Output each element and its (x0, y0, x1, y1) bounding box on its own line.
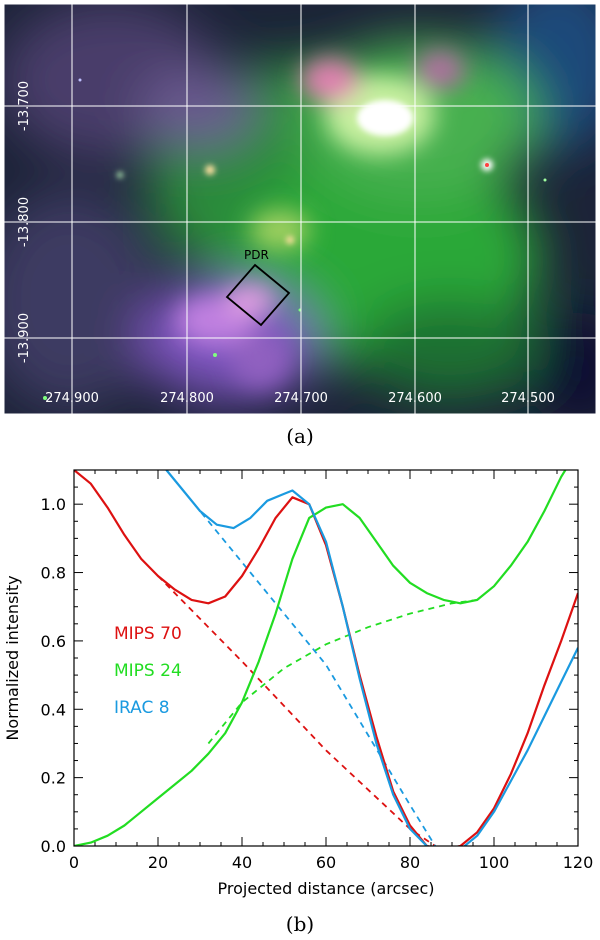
ra-tick-label: 274.900 (45, 391, 99, 406)
panel-a-label: (a) (286, 424, 314, 448)
legend-mips24: MIPS 24 (114, 661, 182, 681)
intensity-profile-chart: 0 20 40 60 80 100 120 0.0 0.2 0.4 0.6 0.8 1.0 MIPS 7… (3, 469, 594, 898)
dec-tick-label: -13.900 (17, 313, 32, 363)
ra-tick-label: 274.600 (388, 391, 442, 406)
x-tick-label: 80 (400, 853, 420, 872)
y-tick-label: 0.0 (41, 837, 66, 856)
dec-tick-label: -13.700 (17, 81, 32, 131)
series-line-irac-8-baseline (165, 470, 436, 846)
x-tick-label: 100 (479, 853, 510, 872)
x-tick-label: 40 (232, 853, 252, 872)
dec-tick-label: -13.800 (17, 197, 32, 247)
ra-tick-label: 274.800 (160, 391, 214, 406)
series-line-mips-24-baseline (207, 599, 478, 745)
nebula-image: PDR 274.900 274.800 274.700 274.600 274.… (4, 4, 596, 414)
panel-b-label: (b) (285, 912, 315, 936)
pdr-box (225, 263, 291, 327)
x-tick-label: 20 (148, 853, 168, 872)
pdr-label: PDR (244, 248, 269, 262)
ra-tick-label: 274.700 (274, 391, 328, 406)
y-tick-label: 0.4 (41, 700, 66, 719)
y-tick-label: 1.0 (41, 495, 66, 514)
series-line-mips-24 (74, 470, 567, 846)
ra-tick-label: 274.500 (501, 391, 555, 406)
legend-irac8: IRAC 8 (114, 698, 170, 718)
y-tick-label: 0.8 (41, 564, 66, 583)
x-tick-label: 120 (563, 853, 594, 872)
series-line-irac-8 (165, 470, 578, 846)
x-axis-label: Projected distance (arcsec) (218, 879, 435, 898)
x-tick-label: 0 (69, 853, 79, 872)
y-tick-label: 0.6 (41, 632, 66, 651)
infrared-image-panel: PDR 274.900 274.800 274.700 274.600 274.… (0, 0, 600, 418)
y-tick-label: 0.2 (41, 769, 66, 788)
series-line-mips-70-baseline (157, 575, 436, 846)
series-line-mips-70 (74, 470, 578, 846)
x-tick-label: 60 (316, 853, 336, 872)
y-axis-label: Normalized intensity (3, 575, 22, 740)
legend-mips70: MIPS 70 (114, 624, 182, 644)
